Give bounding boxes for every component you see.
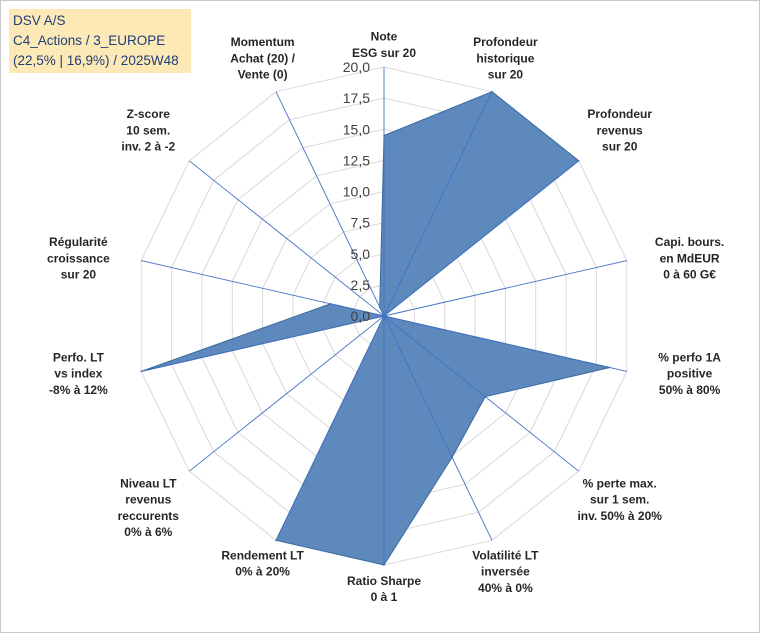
chart-header: DSV A/S C4_Actions / 3_EUROPE (22,5% | 1…: [9, 9, 191, 73]
tick-label: 2,5: [351, 277, 371, 293]
axis-label-rendement-lt: Rendement LT 0% à 20%: [221, 548, 304, 578]
axis-label-niveau-lt-revenus: Niveau LT revenus reccurents 0% à 6%: [118, 477, 180, 540]
axis-label-profondeur-revenus: Profondeur revenus sur 20: [587, 107, 652, 153]
axis-label-perfo-1a: % perfo 1A positive 50% à 80%: [658, 350, 721, 396]
tick-label: 5,0: [351, 246, 371, 262]
spoke-capi-bours: [383, 260, 627, 317]
spoke-perte-max: [383, 315, 579, 472]
axis-label-zscore: Z-score 10 sem. inv. 2 à -2: [121, 107, 175, 153]
spoke-rendement-lt: [275, 315, 385, 541]
axis-label-perfo-lt-index: Perfo. LT vs index -8% à 12%: [49, 350, 108, 396]
company-name: DSV A/S: [13, 13, 66, 28]
spoke-perfo-1a: [383, 315, 627, 372]
spoke-zscore: [189, 160, 385, 317]
tick-label: 17,5: [343, 90, 370, 106]
axis-label-capi-bours: Capi. bours. en MdEUR 0 à 60 G€: [655, 235, 724, 281]
axis-label-perte-max: % perte max. sur 1 sem. inv. 50% à 20%: [577, 477, 662, 523]
tick-label: 10,0: [343, 184, 370, 200]
tick-label: 12,5: [343, 152, 370, 168]
tick-label: 20,0: [343, 59, 370, 75]
axis-label-esg: Note ESG sur 20: [352, 30, 416, 60]
axis-label-regularite-croissance: Régularité croissance sur 20: [47, 235, 110, 281]
category-label: C4_Actions / 3_EUROPE: [13, 33, 166, 48]
tick-label: 0,0: [351, 308, 371, 324]
tick-label: 7,5: [351, 215, 371, 231]
axis-label-volatilite-lt: Volatilité LT inversée 40% à 0%: [472, 548, 539, 594]
spoke-niveau-lt-revenus: [189, 315, 385, 472]
tick-label: 15,0: [343, 121, 370, 137]
spoke-regularite-croissance: [141, 260, 385, 317]
axis-label-profondeur-historique: Profondeur historique sur 20: [473, 35, 538, 81]
spoke-volatilite-lt: [383, 315, 493, 541]
spoke-profondeur-historique: [383, 91, 493, 317]
score-week-label: (22,5% | 16,9%) / 2025W48: [13, 53, 179, 68]
spoke-perfo-lt-index: [141, 315, 385, 372]
spoke-momentum: [275, 91, 385, 317]
axis-label-momentum: Momentum Achat (20) / Vente (0): [230, 35, 295, 81]
spoke-profondeur-revenus: [383, 160, 579, 317]
axis-label-ratio-sharpe: Ratio Sharpe 0 à 1: [347, 574, 421, 604]
